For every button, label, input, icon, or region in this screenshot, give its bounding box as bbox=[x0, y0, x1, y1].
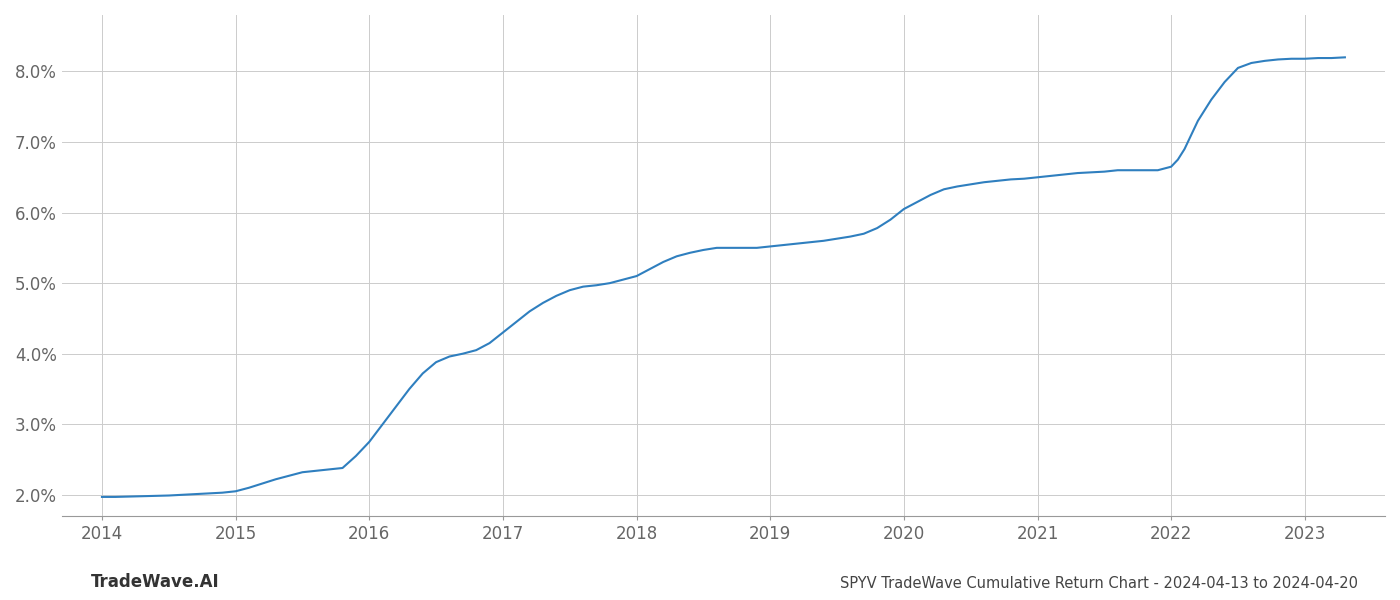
Text: SPYV TradeWave Cumulative Return Chart - 2024-04-13 to 2024-04-20: SPYV TradeWave Cumulative Return Chart -… bbox=[840, 576, 1358, 591]
Text: TradeWave.AI: TradeWave.AI bbox=[91, 573, 220, 591]
